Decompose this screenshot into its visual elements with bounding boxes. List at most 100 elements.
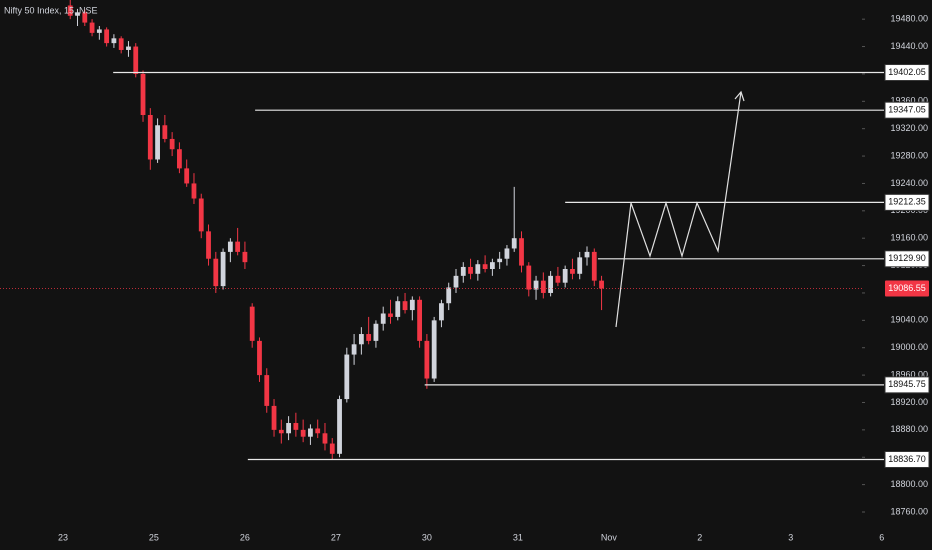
x-tick-label: 30	[422, 532, 432, 542]
y-tick-label: 19440.00	[890, 41, 928, 51]
candle-body	[584, 251, 590, 258]
candle-body	[431, 320, 437, 379]
candle-body	[191, 183, 197, 199]
x-tick-label: Nov	[601, 532, 618, 542]
level-label: 19402.05	[888, 67, 926, 77]
level-box	[884, 193, 930, 211]
y-tick-label: 19240.00	[890, 178, 928, 188]
level-box	[884, 376, 930, 394]
candle-body	[278, 429, 284, 434]
level-box	[884, 64, 930, 82]
y-tick-label: 18800.00	[890, 479, 928, 489]
candle-body	[169, 138, 175, 150]
candle-body	[140, 73, 146, 115]
candle-body	[198, 198, 204, 232]
candle-body	[111, 38, 117, 44]
candle-body	[475, 264, 481, 274]
candle-body	[177, 149, 182, 169]
level-label: 19212.35	[888, 197, 926, 207]
x-tick-label: 6	[879, 532, 884, 542]
y-tick-label: 18880.00	[890, 424, 928, 434]
candle-body	[96, 29, 102, 33]
candle-body	[344, 354, 350, 400]
candle-body	[555, 275, 561, 283]
candle-body	[89, 22, 95, 33]
candle-body	[293, 423, 299, 430]
candle-body	[409, 299, 415, 311]
candle-body	[155, 125, 160, 160]
level-label: 19129.90	[888, 253, 926, 263]
candle-body	[591, 251, 597, 281]
candle-body	[351, 344, 357, 355]
candle-body	[322, 433, 328, 444]
candle-body	[439, 303, 444, 321]
level-label: 19347.05	[888, 105, 926, 115]
candle-body	[599, 280, 604, 289]
y-tick-label: 19320.00	[890, 123, 928, 133]
candle-body	[227, 241, 233, 252]
projection-path	[615, 91, 742, 328]
candle-body	[358, 334, 364, 345]
candle-body	[519, 238, 524, 266]
candle-body	[133, 46, 139, 74]
y-tick-label: 18920.00	[890, 397, 928, 407]
candle-body	[402, 301, 408, 311]
candle-body	[562, 269, 568, 283]
y-tick-label: 19280.00	[890, 150, 928, 160]
candle-body	[380, 313, 386, 324]
x-tick-label: 31	[513, 532, 523, 542]
candle-body	[540, 280, 546, 293]
last-price-label: 19086.55	[888, 283, 926, 293]
candle-body	[504, 248, 510, 259]
candle-body	[526, 265, 532, 290]
candle-body	[147, 114, 153, 160]
candle-body	[570, 269, 575, 274]
candle-body	[533, 280, 539, 290]
candle-body	[453, 275, 459, 288]
candle-body	[75, 12, 80, 16]
candle-body	[126, 46, 131, 50]
candle-body	[337, 399, 342, 454]
candle-body	[395, 301, 401, 317]
candle-body	[315, 428, 321, 434]
projection-arrowhead	[734, 90, 745, 102]
y-tick-label: 19360.00	[890, 96, 928, 106]
last-price-box	[885, 280, 929, 297]
candle-body	[300, 429, 306, 437]
x-tick-label: 3	[788, 532, 793, 542]
candle-body	[264, 375, 270, 406]
candle-body	[482, 264, 488, 270]
y-tick-label: 18960.00	[890, 369, 928, 379]
x-tick-label: 2	[697, 532, 702, 542]
candle-body	[373, 323, 379, 341]
candle-body	[489, 262, 495, 270]
x-tick-label: 25	[149, 532, 159, 542]
y-tick-label: 19040.00	[890, 315, 928, 325]
y-tick-label: 19160.00	[890, 233, 928, 243]
level-box	[884, 450, 930, 468]
candle-body	[511, 238, 517, 249]
x-tick-label: 26	[240, 532, 250, 542]
x-tick-label: 23	[58, 532, 68, 542]
candle-body	[271, 405, 277, 430]
level-label: 18945.75	[888, 379, 926, 389]
candle-body	[424, 340, 430, 379]
candle-body	[308, 428, 313, 437]
candle-body	[388, 313, 393, 317]
candle-body	[329, 443, 335, 454]
chart-title: Nifty 50 Index, 15, NSE	[4, 5, 98, 15]
candle-body	[417, 299, 423, 341]
candle-body	[82, 12, 88, 23]
candle-body	[220, 251, 226, 287]
candle-body	[257, 340, 262, 376]
candle-body	[468, 266, 473, 274]
candle-body	[548, 275, 554, 293]
x-tick-label: 27	[331, 532, 341, 542]
candle-body	[577, 257, 583, 274]
candle-body	[213, 258, 219, 287]
level-box	[884, 250, 930, 268]
level-box	[884, 101, 930, 119]
candle-body	[286, 423, 291, 434]
candle-body	[162, 125, 168, 139]
